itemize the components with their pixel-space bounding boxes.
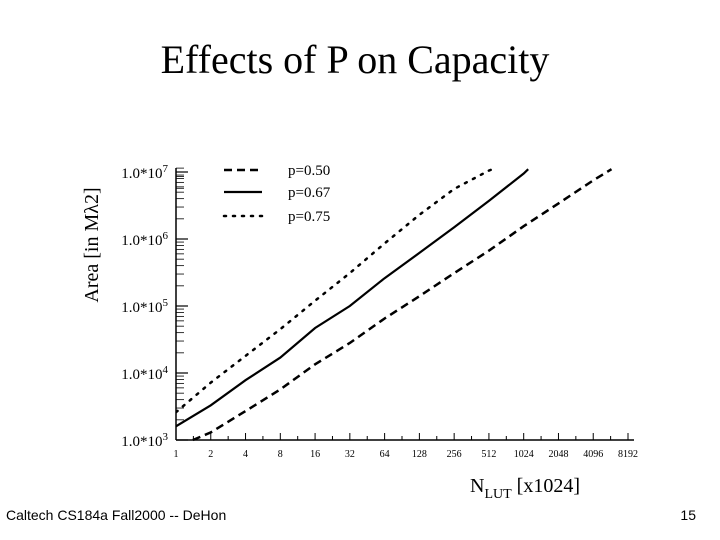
y-tick-label-base: 1.0*10	[121, 300, 162, 316]
x-tick-label: 2048	[548, 449, 568, 460]
x-axis-label-main: N	[470, 475, 484, 497]
legend-label: p=0.50	[288, 163, 330, 179]
x-tick-label: 32	[345, 449, 355, 460]
y-tick-label-base: 1.0*10	[121, 367, 162, 383]
y-tick-label: 1.0*103	[121, 431, 168, 450]
x-axis-label-units: [x1024]	[512, 475, 580, 497]
y-tick-label: 1.0*107	[121, 163, 168, 182]
legend-label: p=0.75	[288, 209, 330, 225]
x-tick-label: 16	[310, 449, 320, 460]
y-tick-label-base: 1.0*10	[121, 434, 162, 450]
x-tick-label: 8192	[618, 449, 638, 460]
x-tick-label: 4	[243, 449, 248, 460]
series-line-p067	[176, 168, 529, 428]
y-tick-label-exponent: 6	[163, 230, 169, 242]
x-axis-label: NLUT [x1024]	[470, 475, 580, 502]
x-tick-label: 4096	[583, 449, 603, 460]
y-tick-label: 1.0*104	[121, 364, 168, 383]
y-tick-label: 1.0*105	[121, 297, 168, 316]
x-tick-label: 128	[412, 449, 427, 460]
x-tick-label: 8	[278, 449, 283, 460]
legend-label: p=0.67	[288, 185, 331, 201]
y-tick-label-base: 1.0*10	[121, 166, 162, 182]
x-tick-label: 512	[481, 449, 496, 460]
x-tick-label: 256	[447, 449, 462, 460]
y-axis-label: Area [in Mλ2]	[81, 187, 103, 302]
series-layer	[176, 168, 613, 442]
footer-course: Caltech CS184a Fall2000 -- DeHon	[6, 507, 227, 523]
y-tick-label-exponent: 5	[163, 297, 169, 309]
series-line-p050	[192, 168, 613, 442]
x-tick-label: 2	[208, 449, 213, 460]
series-line-p075	[176, 168, 494, 414]
x-tick-label: 64	[380, 449, 390, 460]
x-axis-label-subscript: LUT	[484, 487, 512, 502]
y-tick-label-exponent: 7	[163, 163, 169, 175]
page-number: 15	[680, 507, 696, 523]
axis-labels: 1 2 4 8 16 32 64 128 256 512 1024 2048 4096 81921.0*1…	[81, 163, 638, 502]
legend: p=0.50 p=0.67 p=0.75	[222, 163, 331, 225]
slide-title: Effects of P on Capacity	[160, 37, 550, 82]
y-tick-label-base: 1.0*10	[121, 233, 162, 249]
y-tick-label-exponent: 4	[163, 364, 169, 376]
y-tick-label: 1.0*106	[121, 230, 168, 249]
x-tick-label: 1024	[514, 449, 534, 460]
axes	[175, 167, 634, 441]
x-tick-label: 1	[174, 449, 179, 460]
y-tick-label-exponent: 3	[163, 431, 169, 443]
